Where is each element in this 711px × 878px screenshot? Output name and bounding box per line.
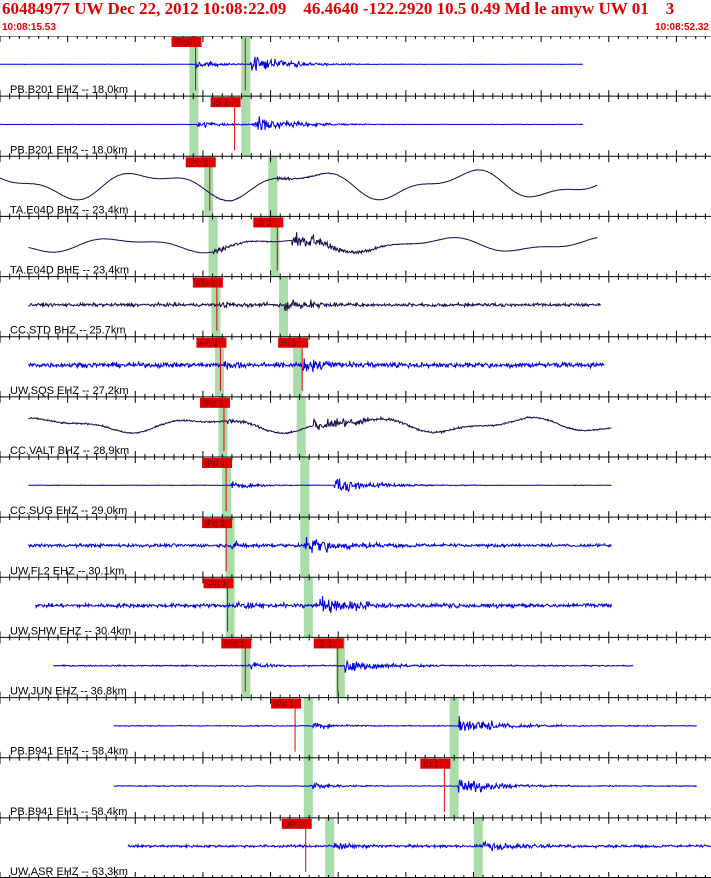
phase-window-4-1	[278, 276, 288, 337]
station-label-6: CC.VALT BHZ -- 28.9km	[10, 445, 129, 457]
waveform-8	[27, 536, 612, 554]
pick-label-10-0: iPd 1	[224, 639, 245, 649]
phase-window-11-1	[449, 697, 459, 758]
pick-label-5-0: eP 2	[199, 338, 217, 348]
pick-box-7-0	[202, 458, 233, 468]
waveform-0	[0, 56, 584, 71]
pick-box-5-1	[278, 337, 309, 348]
phase-window-12-1	[449, 757, 459, 818]
phase-window-5-0	[214, 336, 224, 397]
phase-window-1-1	[241, 96, 251, 157]
waveform-6	[28, 415, 612, 435]
phase-window-13-1	[473, 817, 483, 878]
pick-label-5-1: iS 1	[281, 338, 297, 348]
pick-label-0-0: iPc0	[175, 38, 193, 48]
pick-box-10-1	[313, 638, 344, 649]
pick-box-9-0	[203, 578, 234, 589]
station-label-7: CC.SUG EHZ -- 29.0km	[10, 505, 127, 517]
station-label-11: PB.B941 EHZ -- 58.4km	[10, 746, 128, 758]
pick-box-6-0	[199, 397, 230, 408]
pick-label-10-1: iS 1	[317, 639, 333, 649]
station-label-1: PB.B201 EH2 -- 18.0km	[10, 144, 127, 156]
phase-window-7-1	[300, 457, 310, 518]
pick-box-8-0	[202, 518, 233, 529]
pick-box-10-0	[221, 638, 252, 649]
pick-label-2-0: iPc 1	[189, 158, 209, 168]
pick-box-0-0	[171, 37, 202, 47]
pick-box-2-0	[185, 157, 216, 168]
phase-window-2-1	[268, 156, 278, 217]
phase-window-13-0	[325, 817, 335, 878]
seismogram-plot: iPc0 PB.B201 EHZ -- 18.0km iS 1 PB.B201 EH2…	[0, 36, 711, 878]
waveform-11	[113, 715, 697, 732]
pick-label-1-0: iS 1	[214, 98, 230, 108]
waveform-4	[28, 299, 602, 312]
station-label-5: UW.SQS EHZ -- 27.2km	[10, 385, 129, 397]
phase-window-6-1	[296, 396, 306, 457]
phase-window-10-1	[335, 637, 345, 698]
pick-label-4-0: iPd 1	[196, 278, 217, 288]
station-label-13: UW.ASR EHZ -- 63.3km	[10, 866, 128, 878]
waveform-5	[28, 358, 605, 373]
phase-window-9-1	[303, 577, 313, 638]
phase-window-8-1	[300, 517, 310, 578]
station-label-0: PB.B201 EHZ -- 18.0km	[10, 84, 128, 96]
pick-label-11-0: iPc 1	[274, 699, 294, 709]
phase-window-9-0	[225, 577, 235, 638]
waveform-9	[35, 596, 612, 614]
phase-window-12-0	[303, 757, 313, 818]
waveform-12	[113, 779, 698, 793]
pick-label-8-0: iPc 1	[205, 519, 225, 529]
pick-label-7-0: iPd 1	[205, 459, 226, 469]
phase-window-2-0	[204, 156, 214, 217]
station-label-2: TA.E04D BHZ -- 23.4km	[10, 204, 128, 216]
phase-window-8-0	[225, 517, 235, 578]
event-title: 60484977 UW Dec 22, 2012 10:08:22.09 46.…	[2, 0, 675, 18]
pick-label-9-0: iPd 1	[207, 579, 228, 589]
phase-window-3-1	[270, 216, 280, 277]
waveform-13	[127, 840, 711, 852]
pick-label-12-0: iS 1	[423, 759, 439, 769]
end-time-label: 10:08:52.32	[655, 22, 709, 33]
pick-box-5-0	[196, 337, 227, 348]
pick-box-4-0	[192, 277, 223, 288]
phase-window-1-0	[189, 96, 199, 157]
pick-label-3-0: iS 2	[256, 218, 272, 228]
phase-window-0-0	[189, 36, 199, 97]
station-label-10: UW.JUN EHZ -- 36.8km	[10, 686, 127, 698]
pick-box-11-0	[271, 698, 302, 709]
phase-window-6-0	[218, 396, 228, 457]
pick-label-6-0: iPd 1	[203, 398, 224, 408]
waveform-10	[53, 659, 634, 673]
waveform-3	[28, 232, 598, 256]
station-label-12: PB.B941 EH1 -- 58.4km	[10, 806, 127, 818]
pick-box-12-0	[420, 758, 451, 769]
waveform-7	[28, 478, 612, 493]
station-label-3: TA.E04D BHE -- 23.4km	[10, 265, 129, 277]
phase-window-11-0	[303, 697, 313, 758]
pick-box-13-0	[281, 818, 312, 829]
waveform-2	[0, 169, 598, 202]
header: 60484977 UW Dec 22, 2012 10:08:22.09 46.…	[0, 0, 711, 36]
phase-window-5-1	[293, 336, 303, 397]
station-label-8: UW.FL2 EHZ -- 30.1km	[10, 565, 124, 577]
station-label-4: CC.STD BHZ -- 25.7km	[10, 325, 126, 337]
pick-box-1-0	[210, 97, 241, 108]
waveform-1	[0, 116, 584, 131]
start-time-label: 10:08:15.53	[2, 22, 56, 33]
pick-label-13-0: eP 2	[285, 819, 303, 829]
phase-window-3-0	[208, 216, 218, 277]
station-label-9: UW.SHW EHZ -- 30.4km	[10, 625, 131, 637]
pick-box-3-0	[253, 217, 284, 228]
